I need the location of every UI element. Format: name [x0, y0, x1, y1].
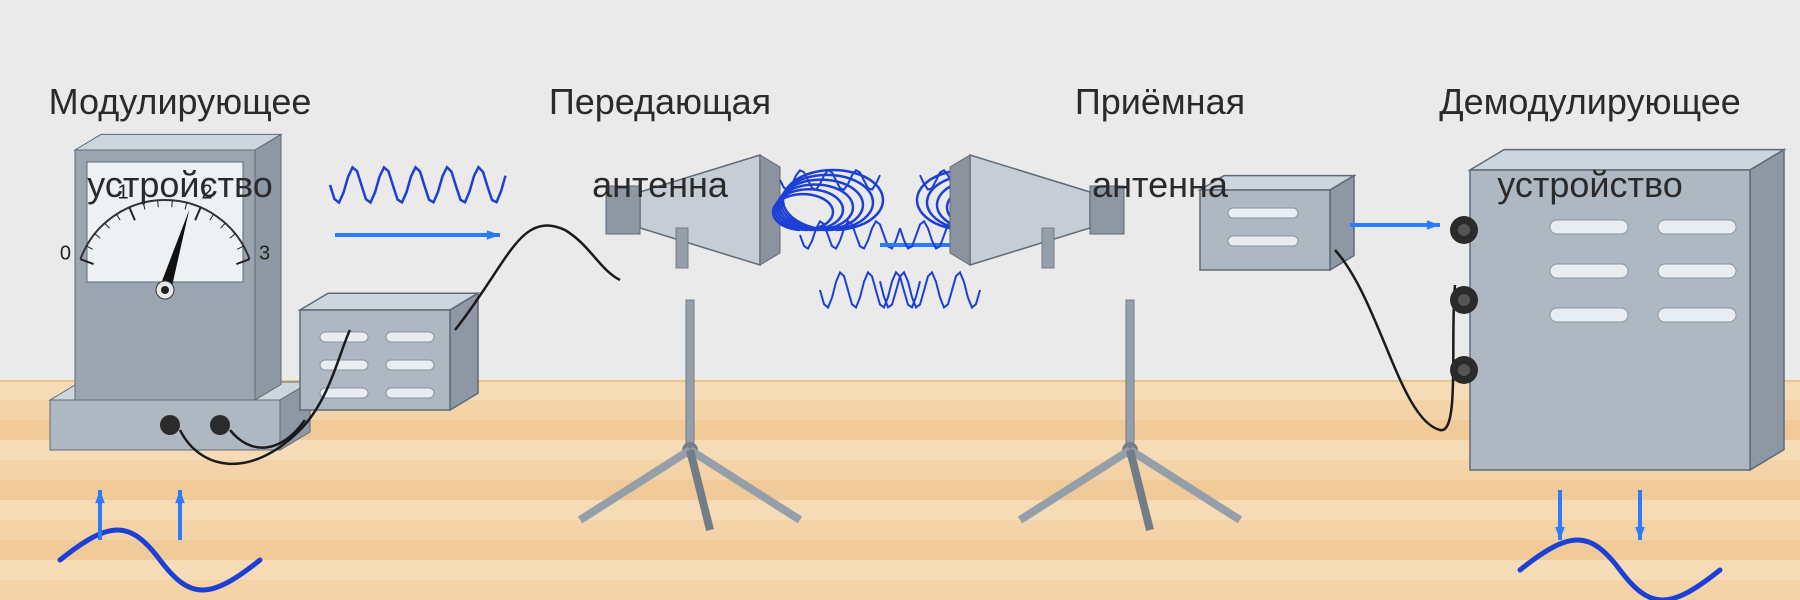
label-demod-l2: устройство [1497, 164, 1682, 205]
label-modulator: Модулирующее устройство [0, 40, 340, 247]
label-rx-antenna: Приёмная антенна [960, 40, 1320, 247]
label-rx-l2: антенна [1092, 164, 1228, 205]
label-tx-antenna: Передающая антенна [460, 40, 820, 247]
diagram-stage: 0123 Модулирующее устройство Передающая … [0, 0, 1800, 600]
label-demodulator: Демодулирующее устройство [1390, 40, 1750, 247]
label-rx-l1: Приёмная [1075, 81, 1245, 122]
label-tx-l2: антенна [592, 164, 728, 205]
label-modulator-l2: устройство [87, 164, 272, 205]
label-tx-l1: Передающая [549, 81, 771, 122]
label-demod-l1: Демодулирующее [1439, 81, 1741, 122]
label-modulator-l1: Модулирующее [49, 81, 312, 122]
